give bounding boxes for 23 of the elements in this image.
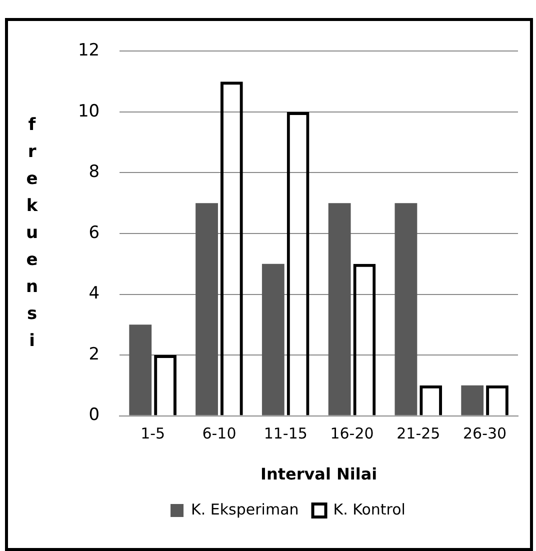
bar <box>196 203 218 416</box>
x-tick-label: 16-20 <box>330 424 374 443</box>
x-tick-label: 1-5 <box>140 424 166 443</box>
y-tick-label: 8 <box>88 162 100 182</box>
bar <box>461 385 484 416</box>
x-axis-title: Interval Nilai <box>260 464 378 484</box>
text: frekuensi <box>26 114 38 351</box>
x-tick-label: 11-15 <box>264 424 308 443</box>
x-tick-label: 26-30 <box>463 424 507 443</box>
bar <box>129 324 152 416</box>
y-tick-label: 10 <box>78 101 100 122</box>
bar <box>262 264 284 416</box>
legend-label: K. Eksperiman <box>191 500 299 518</box>
bar <box>394 203 418 416</box>
x-tick-label: 6-10 <box>202 424 236 443</box>
y-tick-label: 12 <box>78 40 100 61</box>
bar <box>328 203 351 416</box>
legend-label: K. Kontrol <box>333 500 406 518</box>
x-tick-label: 21-25 <box>396 424 440 443</box>
y-tick-label: 2 <box>88 344 100 364</box>
y-tick-label: 6 <box>88 222 100 243</box>
y-tick-label: 0 <box>88 405 100 426</box>
y-tick-label: 4 <box>88 284 100 304</box>
